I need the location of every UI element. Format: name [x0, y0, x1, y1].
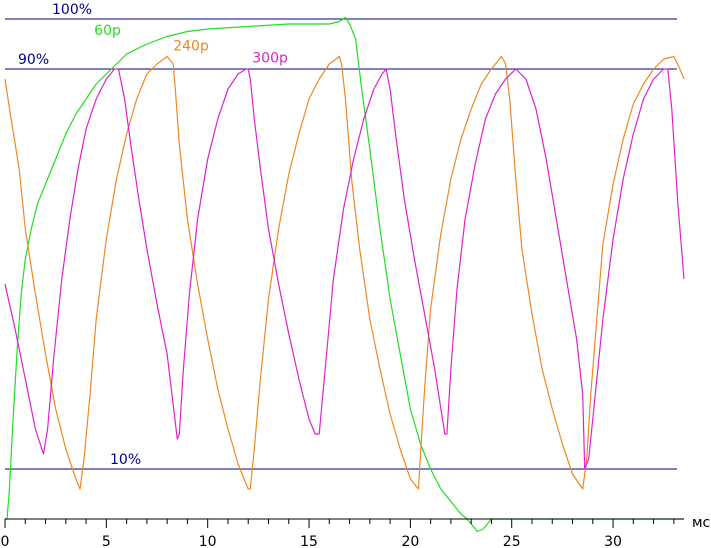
series-layer: [4, 16, 685, 533]
series-label-240p: 240p: [173, 39, 209, 55]
x-tick-label-15: 15: [300, 534, 318, 548]
series-line-240p: [4, 55, 685, 490]
x-tick-label-10: 10: [199, 534, 217, 548]
series-line-300p: [4, 68, 685, 470]
reference-label-10: 10%: [110, 452, 141, 468]
series-label-60p: 60p: [94, 23, 121, 39]
x-tick-label-20: 20: [401, 534, 419, 548]
series-labels: 60p 240p 300p: [94, 23, 288, 67]
x-axis-unit-label: мс: [692, 515, 710, 531]
reference-label-100: 100%: [52, 2, 92, 18]
x-tick-label-25: 25: [503, 534, 521, 548]
x-tick-label-5: 5: [102, 534, 111, 548]
x-tick-label-30: 30: [604, 534, 622, 548]
x-axis: 0 5 10 15 20 25 30: [1, 518, 684, 548]
series-label-300p: 300p: [252, 51, 288, 67]
reference-lines: 100% 90% 10%: [5, 2, 677, 470]
x-tick-label-0: 0: [1, 534, 10, 548]
reference-label-90: 90%: [18, 52, 49, 68]
